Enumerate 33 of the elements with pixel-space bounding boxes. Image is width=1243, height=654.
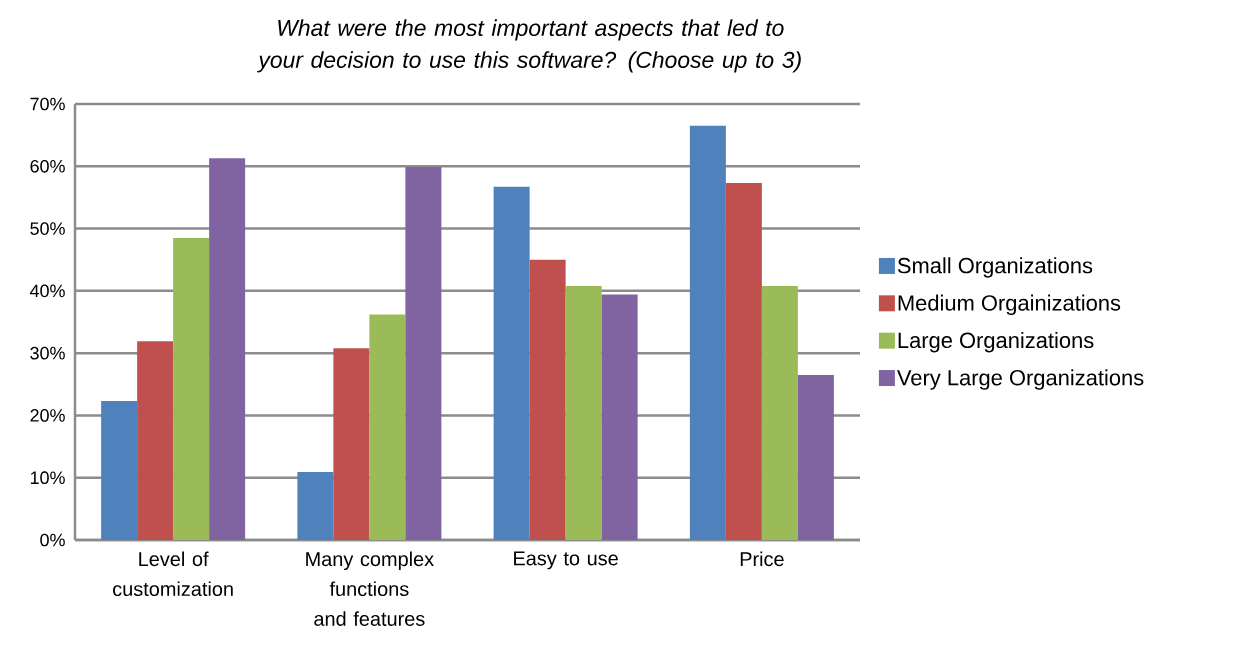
x-tick-label: Easy to use [514, 551, 618, 570]
bar [209, 158, 246, 540]
bar [333, 348, 370, 540]
y-tick-label: 60% [30, 159, 65, 173]
y-tick-label: 40% [29, 284, 65, 298]
x-tick-label: Level of customization [113, 551, 233, 597]
bar [689, 125, 726, 540]
bar [405, 166, 442, 540]
y-tick-label: 50% [30, 222, 65, 235]
bar [173, 237, 210, 540]
bar [565, 285, 602, 540]
bar [761, 285, 798, 540]
legend-label: Very Large Organizations [896, 369, 1144, 390]
bar [601, 294, 638, 540]
bar [493, 186, 530, 540]
x-tick-label: Price [740, 551, 784, 567]
legend-label: Medium Orgainizations [898, 294, 1121, 316]
y-tick-label: 20% [30, 409, 65, 422]
chart-title: What were the most important aspects that led to your decision to use this software? (Choose up to 3) [257, 19, 801, 73]
y-tick-label: 30% [30, 346, 65, 360]
legend-label: Small Organizations [897, 257, 1093, 278]
legend-label: Large Organizations [898, 331, 1094, 353]
x-tick-label: Many complex functions and features [306, 551, 434, 626]
y-tick-label: 70% [30, 97, 65, 111]
bar [797, 374, 834, 540]
bar [725, 183, 762, 540]
bar [101, 401, 138, 540]
bar [297, 472, 334, 540]
y-tick-label: 0% [40, 533, 65, 547]
bar [137, 341, 174, 540]
y-tick-label: 10% [30, 471, 65, 485]
bar [529, 259, 566, 540]
bar [369, 314, 406, 540]
